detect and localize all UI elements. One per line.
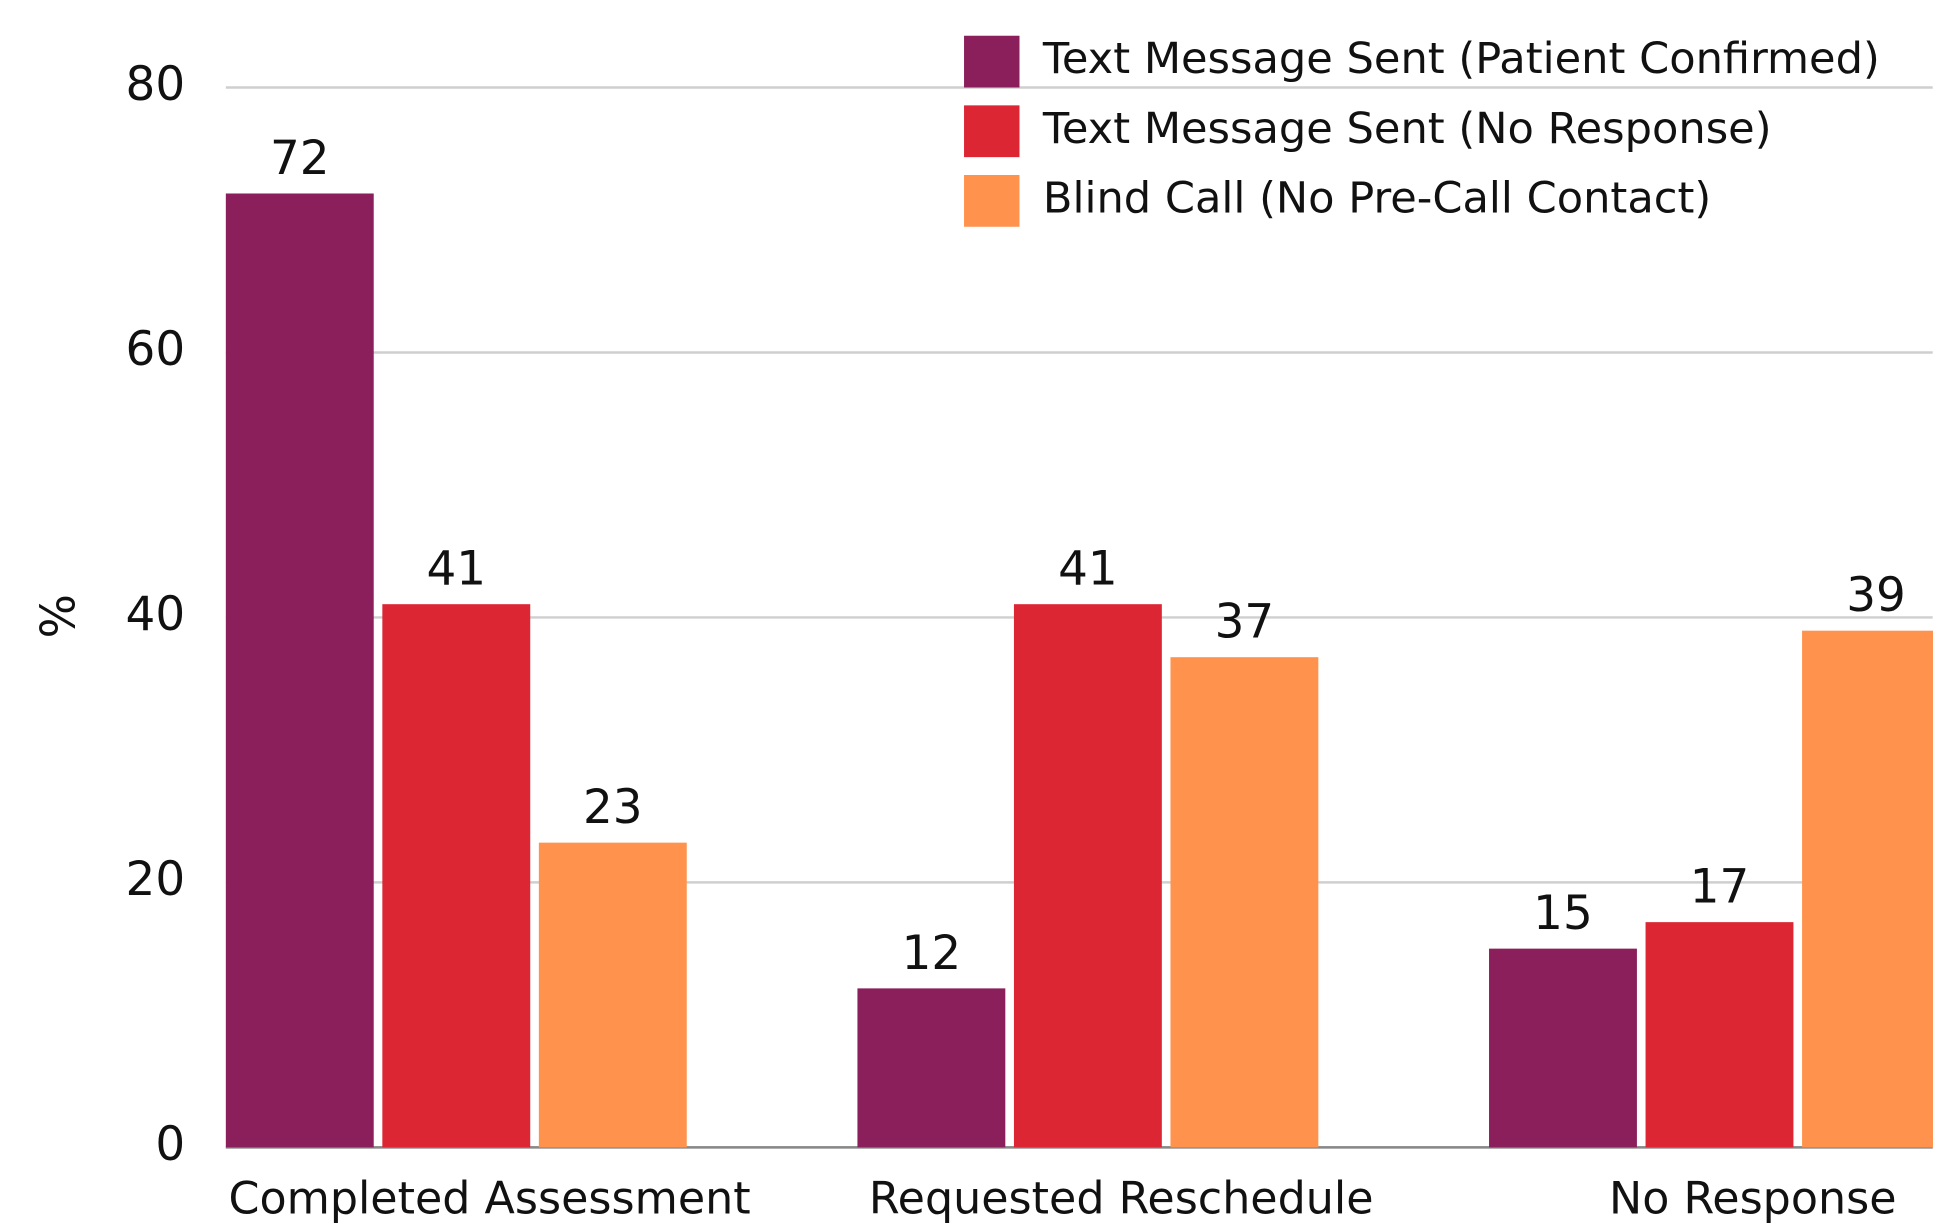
y-axis-label: % — [32, 594, 86, 638]
value-label: 39 — [1846, 569, 1906, 623]
value-label: 41 — [1058, 543, 1118, 597]
value-label: 37 — [1215, 596, 1275, 650]
y-tick-label: 80 — [126, 58, 186, 112]
y-tick-label: 0 — [155, 1118, 185, 1172]
legend-swatch — [964, 105, 1020, 158]
legend-swatch — [964, 175, 1020, 227]
value-label: 12 — [902, 927, 962, 981]
bar — [1802, 630, 1933, 1148]
legend-label: Text Message Sent (Patient Confirmed) — [1042, 34, 1880, 84]
x-tick-label: Completed Assessment — [228, 1174, 750, 1225]
value-label: 23 — [583, 781, 643, 835]
legend-label: Blind Call (No Pre-Call Contact) — [1043, 173, 1711, 223]
x-tick-label: Requested Reschedule — [869, 1174, 1374, 1225]
bar — [1013, 604, 1162, 1148]
bar — [538, 842, 687, 1148]
y-tick-label: 60 — [126, 323, 186, 377]
legend-swatch — [964, 35, 1020, 88]
value-label: 17 — [1690, 861, 1750, 915]
bar — [225, 193, 374, 1148]
y-tick-label: 40 — [126, 588, 186, 642]
bar — [1645, 922, 1794, 1148]
y-tick-label: 20 — [126, 853, 186, 907]
legend-label: Text Message Sent (No Response) — [1042, 104, 1772, 154]
value-label: 72 — [270, 132, 330, 186]
bar — [857, 988, 1006, 1148]
bar — [382, 604, 531, 1148]
bar — [1170, 657, 1319, 1148]
value-label: 41 — [426, 543, 486, 597]
x-tick-label: No Response — [1609, 1174, 1896, 1225]
value-label: 15 — [1533, 887, 1593, 941]
bar — [1489, 948, 1637, 1148]
